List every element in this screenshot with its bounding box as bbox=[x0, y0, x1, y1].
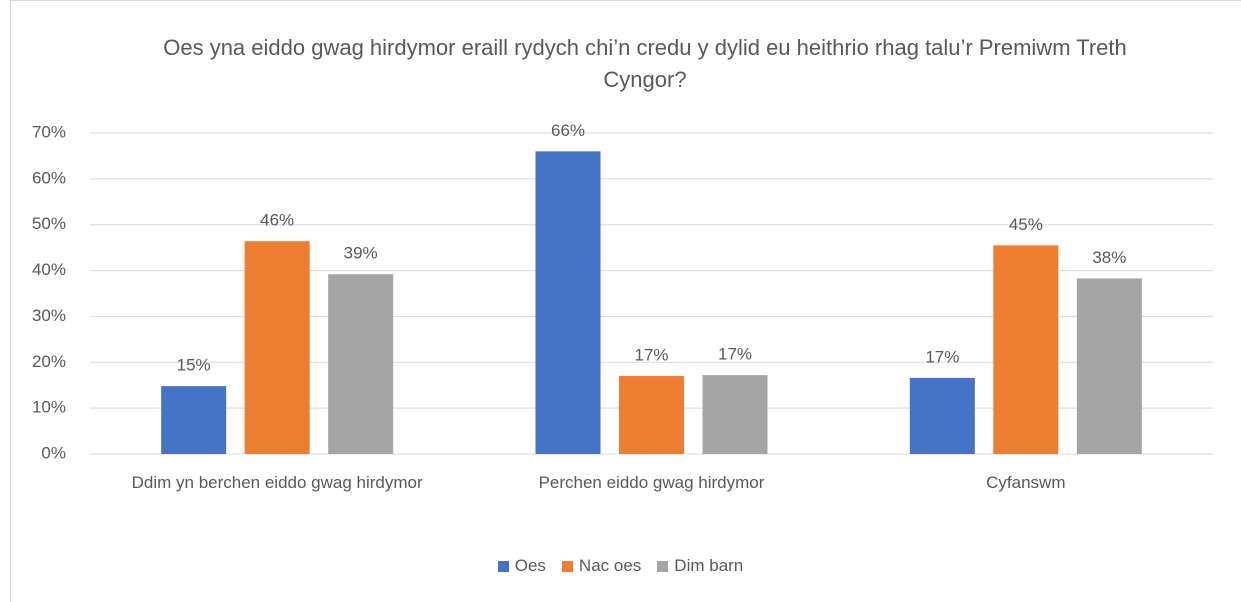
x-tick-label: Perchen eiddo gwag hirdymor bbox=[538, 473, 765, 492]
y-tick-label: 40% bbox=[32, 260, 66, 279]
legend-item: Oes bbox=[497, 556, 546, 576]
bar bbox=[909, 377, 975, 454]
y-tick-label: 60% bbox=[32, 168, 66, 187]
y-tick-label: 30% bbox=[32, 306, 66, 325]
bar bbox=[993, 245, 1059, 454]
bar bbox=[161, 386, 227, 454]
data-label: 38% bbox=[1092, 248, 1126, 267]
legend-label: Dim barn bbox=[674, 556, 744, 575]
bar bbox=[619, 376, 684, 454]
data-label: 17% bbox=[718, 345, 752, 364]
bar bbox=[535, 151, 601, 455]
bar bbox=[244, 241, 310, 454]
legend-swatch bbox=[657, 560, 669, 572]
chart-title: Oes yna eiddo gwag hirdymor eraill rydyc… bbox=[163, 35, 1127, 92]
x-tick-label: Cyfanswm bbox=[986, 473, 1066, 492]
legend: Oes Nac oes Dim barn bbox=[0, 556, 1241, 576]
bar bbox=[328, 274, 394, 454]
data-label: 45% bbox=[1009, 215, 1043, 234]
y-tick-label: 50% bbox=[32, 214, 66, 233]
legend-item: Nac oes bbox=[561, 556, 642, 576]
y-tick-label: 0% bbox=[41, 443, 66, 462]
legend-swatch bbox=[561, 560, 573, 572]
bar bbox=[702, 375, 768, 454]
legend-swatch bbox=[497, 560, 509, 572]
x-tick-label: Ddim yn berchen eiddo gwag hirdymor bbox=[131, 473, 423, 492]
legend-label: Oes bbox=[514, 556, 546, 575]
y-tick-label: 10% bbox=[32, 398, 66, 417]
y-tick-label: 70% bbox=[32, 122, 66, 141]
bar bbox=[1076, 278, 1142, 454]
data-label: 17% bbox=[925, 347, 959, 366]
data-label: 39% bbox=[344, 244, 378, 263]
data-label: 66% bbox=[551, 121, 585, 140]
data-label: 46% bbox=[260, 211, 294, 230]
data-label: 15% bbox=[177, 356, 211, 375]
legend-item: Dim barn bbox=[657, 556, 743, 576]
y-tick-label: 20% bbox=[32, 352, 66, 371]
legend-label: Nac oes bbox=[578, 556, 642, 575]
chart-border bbox=[10, 0, 1241, 602]
data-label: 17% bbox=[634, 346, 668, 365]
